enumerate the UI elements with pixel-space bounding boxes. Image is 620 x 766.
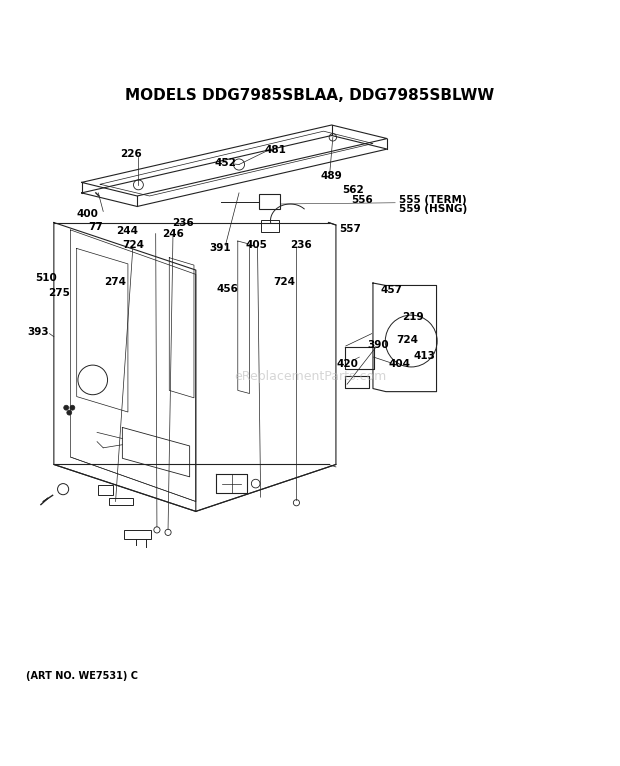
Text: 226: 226: [120, 149, 142, 159]
Text: 481: 481: [265, 146, 286, 155]
Text: MODELS DDG7985SBLAA, DDG7985SBLWW: MODELS DDG7985SBLAA, DDG7985SBLWW: [125, 89, 495, 103]
Text: 489: 489: [320, 172, 342, 182]
Bar: [123, 530, 151, 538]
Text: 559 (HSNG): 559 (HSNG): [399, 204, 467, 214]
Text: 557: 557: [339, 224, 361, 234]
Text: 724: 724: [397, 335, 419, 345]
Text: 556: 556: [351, 195, 373, 205]
Text: 555 (TERM): 555 (TERM): [399, 195, 467, 205]
Text: 452: 452: [215, 159, 236, 169]
Text: 236: 236: [291, 240, 312, 250]
Text: 391: 391: [210, 244, 231, 254]
Text: 510: 510: [35, 273, 56, 283]
Text: 275: 275: [48, 288, 69, 298]
Circle shape: [70, 405, 75, 410]
Text: 420: 420: [337, 359, 358, 369]
Bar: [99, 486, 113, 496]
Text: 393: 393: [28, 327, 49, 337]
Text: 405: 405: [246, 240, 267, 250]
Text: 456: 456: [216, 283, 238, 293]
Bar: [259, 194, 280, 209]
Text: 219: 219: [402, 312, 423, 322]
Text: 404: 404: [389, 359, 410, 369]
Circle shape: [67, 410, 72, 415]
Text: 77: 77: [88, 222, 102, 232]
Text: (ART NO. WE7531) C: (ART NO. WE7531) C: [26, 671, 138, 681]
Text: 274: 274: [105, 277, 126, 287]
Text: 244: 244: [116, 226, 138, 236]
Text: 390: 390: [368, 340, 389, 350]
Text: 724: 724: [273, 277, 295, 287]
Text: 246: 246: [162, 228, 184, 239]
Text: 457: 457: [381, 286, 402, 296]
Text: 413: 413: [414, 352, 435, 362]
Text: 562: 562: [342, 185, 364, 195]
Text: 400: 400: [77, 209, 99, 220]
Text: 724: 724: [122, 240, 144, 250]
Bar: [260, 220, 279, 232]
Text: 236: 236: [172, 218, 194, 228]
Text: eReplacementParts.com: eReplacementParts.com: [234, 370, 386, 383]
Bar: [109, 498, 133, 506]
Circle shape: [64, 405, 69, 410]
